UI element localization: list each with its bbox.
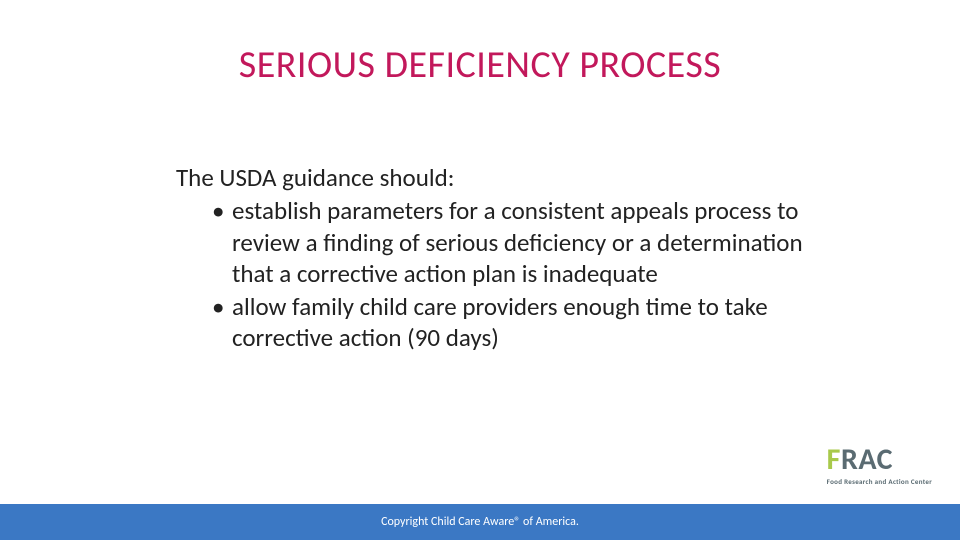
slide-title: SERIOUS DEFICIENCY PROCESS [0, 42, 960, 88]
bullet-item: establish parameters for a consistent ap… [212, 195, 816, 289]
bullet-list: establish parameters for a consistent ap… [212, 195, 816, 353]
frac-logo: FRAC Food Research and Action Center [827, 445, 932, 486]
bullet-item: allow family child care providers enough… [212, 291, 816, 354]
slide: SERIOUS DEFICIENCY PROCESS The USDA guid… [0, 0, 960, 540]
logo-subtitle: Food Research and Action Center [827, 477, 932, 486]
footer-bar: Copyright Child Care Aware® of America. [0, 504, 960, 540]
slide-body: The USDA guidance should: establish para… [176, 162, 816, 356]
lead-text: The USDA guidance should: [176, 162, 816, 193]
logo-letter-f: F [827, 441, 841, 478]
footer-text: Copyright Child Care Aware® of America. [381, 515, 579, 529]
logo-main: FRAC [827, 445, 932, 475]
logo-letters-rac: RAC [841, 441, 893, 478]
